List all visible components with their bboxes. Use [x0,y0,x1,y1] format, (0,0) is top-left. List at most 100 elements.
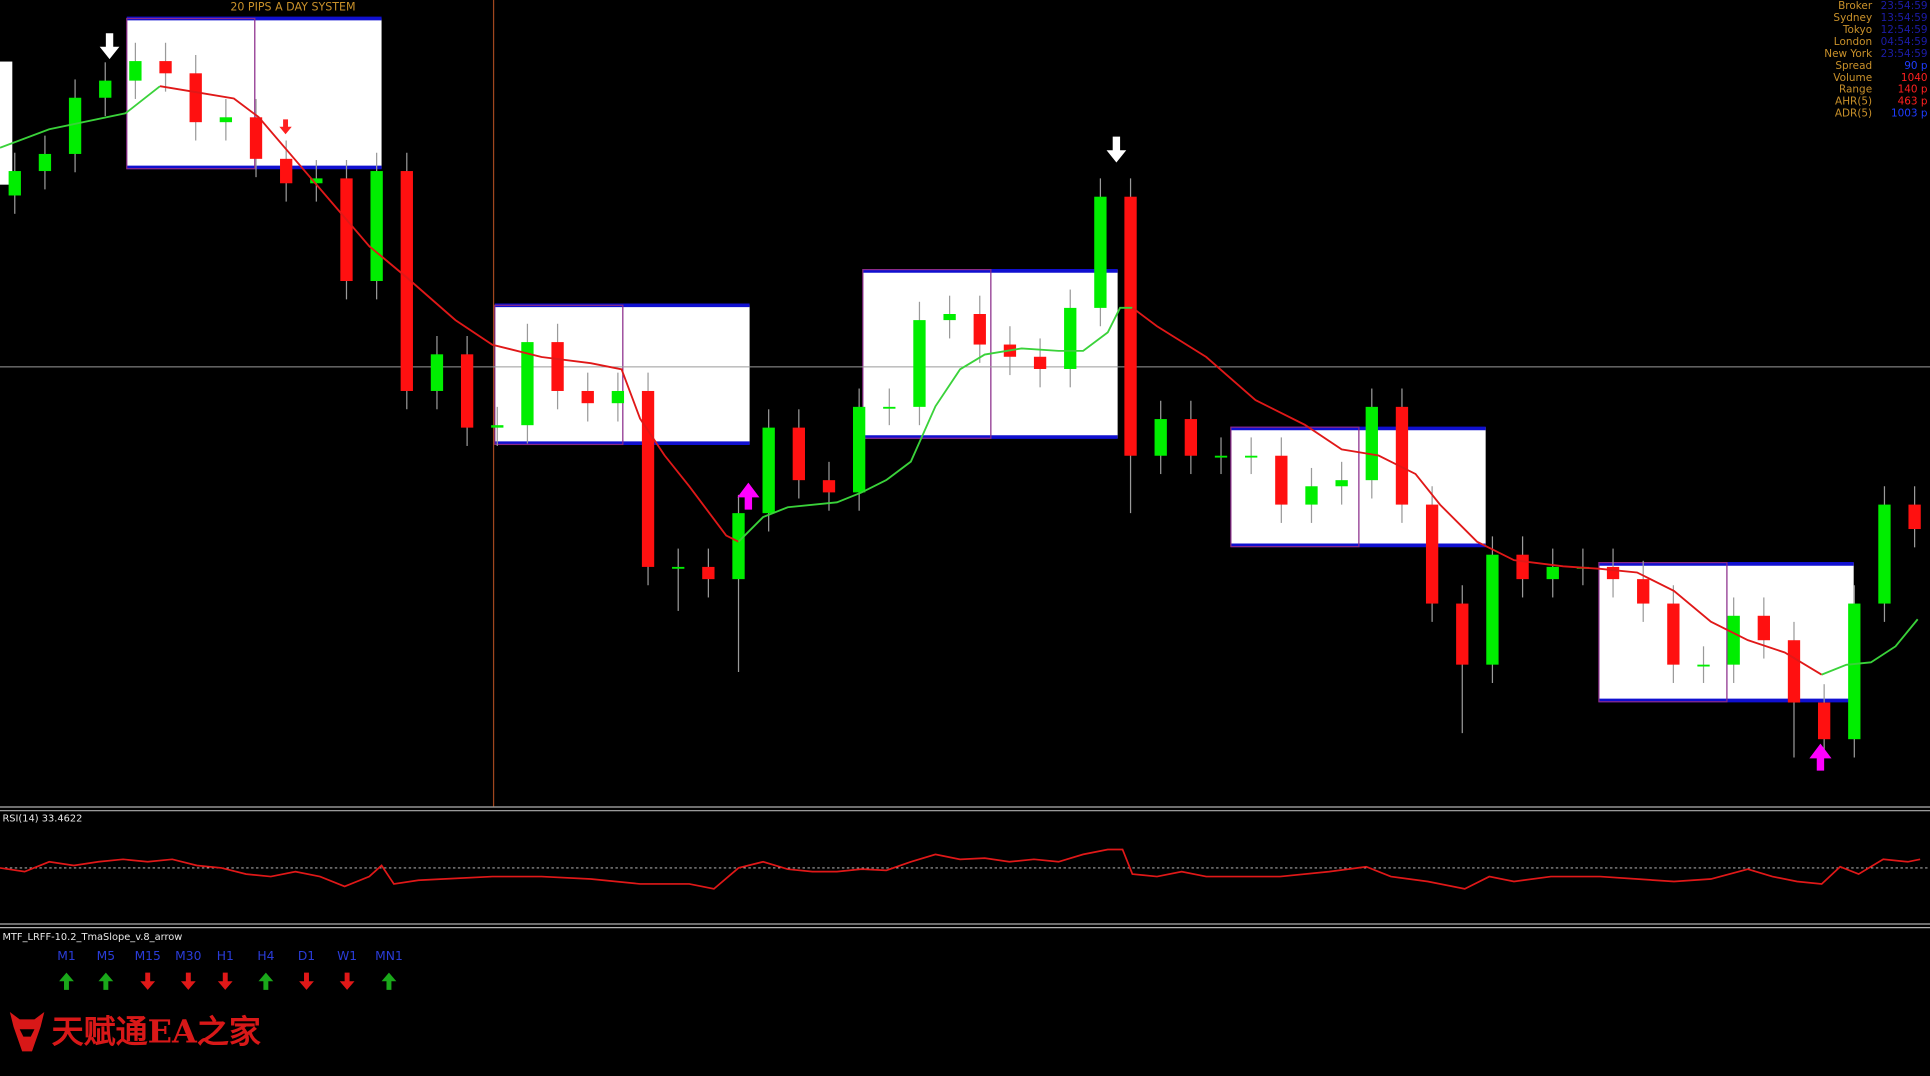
timeframe-row: M1 M5 M15 M30 H1 H4 D1 W1 MN1 [57,949,403,990]
candle-body [913,320,926,407]
ma-line-down [1131,307,1823,676]
candle-body [280,158,293,184]
panel-separators [0,806,1930,929]
watermark-text: 天赋通EA之家 [52,1013,261,1051]
info-value: 463 p [1898,96,1928,108]
timeframe-label: H4 [257,949,274,963]
buy-arrow [1809,743,1832,771]
candle-body [792,427,805,481]
info-value: 1003 p [1891,108,1928,120]
timeframe-label: W1 [337,949,357,963]
sell-arrow-small [279,119,292,135]
candle-body [1154,419,1167,456]
trend-arrow-down [217,972,233,990]
info-panel: Broker 23:54:59 Sydney 13:54:59 Tokyo 12:54:5… [1824,0,1928,119]
candle-body [1033,356,1047,369]
candle-body [611,390,625,404]
info-label: Volume [1833,72,1872,84]
info-label: Broker [1838,0,1873,12]
timeframe-label: M5 [97,949,115,963]
info-label: New York [1824,48,1873,60]
candle-body [1184,419,1198,456]
session-box [0,61,13,185]
timeframe-label: M15 [135,949,161,963]
candle-body [219,117,233,123]
candle-body [1757,615,1770,641]
candle-body [1365,406,1378,481]
info-label: AHR(5) [1835,96,1872,108]
candle-body [973,314,986,345]
info-value: 12:54:59 [1881,24,1928,36]
candles [8,42,1921,758]
info-value: 140 p [1898,84,1928,96]
candle-body [1395,406,1409,505]
candle-body [189,73,202,123]
candle-body [370,171,383,282]
candle-body [551,342,564,391]
sell-arrow [1106,136,1127,163]
candle-body [1667,603,1680,665]
timeframe-label: H1 [217,949,234,963]
info-label: ADR(5) [1835,108,1872,120]
candle-body [38,153,52,172]
watermark-logo-eye [19,1029,35,1037]
watermark: 天赋通EA之家 [9,1011,261,1052]
info-value: 90 p [1904,60,1928,72]
trend-arrow-up [258,972,274,990]
candle-body [1335,480,1348,487]
candle-body [1727,615,1740,665]
candle-body [672,566,685,569]
candle-body [1516,554,1529,580]
info-value: 1040 [1901,72,1928,84]
candle-body [129,61,142,81]
candle-body [1245,455,1258,458]
candle-body [1697,664,1710,667]
candle-body [581,390,594,404]
session-boxes [0,16,1854,703]
trend-arrow-down [180,972,196,990]
ma-line-up [1821,618,1919,676]
candle-body [1124,196,1137,456]
candle-body [430,354,444,391]
buy-arrow [737,482,760,510]
candle-body [491,425,504,428]
ma-line-up [737,306,1133,543]
info-label: London [1834,36,1872,48]
info-value: 04:54:59 [1881,36,1928,48]
candle-body [460,354,474,428]
candle-body [1214,455,1228,458]
candle-body [310,178,323,184]
timeframe-label: D1 [298,949,315,963]
candle-body [852,406,866,493]
candle-body [1275,455,1288,505]
candle-body [822,480,836,493]
candle-body [702,566,715,580]
candle-body [1305,486,1318,505]
timeframe-label: M1 [57,949,75,963]
candle-body [1546,566,1559,580]
trend-arrow-down [339,972,355,990]
candle-body [1637,579,1650,604]
candle-body [400,171,413,391]
signal-arrows [99,33,1832,771]
candle-body [943,314,956,321]
candle-body [1878,504,1891,604]
candle-body [8,171,21,196]
candle-body [762,427,775,514]
candle-body [68,97,82,154]
candle-body [1064,307,1077,369]
candle-body [249,117,263,159]
trend-arrow-up [98,972,114,990]
info-label: Range [1839,84,1872,96]
rsi-label: RSI(14) 33.4622 [2,814,82,825]
trend-arrow-up [381,972,397,990]
chart-title: 20 PIPS A DAY SYSTEM [230,0,355,13]
candle-body [159,61,172,74]
info-label: Tokyo [1842,24,1872,36]
sell-arrow [99,33,120,60]
candle-body [1425,504,1439,604]
info-value: 23:54:59 [1881,0,1928,12]
candle-body [340,178,353,282]
